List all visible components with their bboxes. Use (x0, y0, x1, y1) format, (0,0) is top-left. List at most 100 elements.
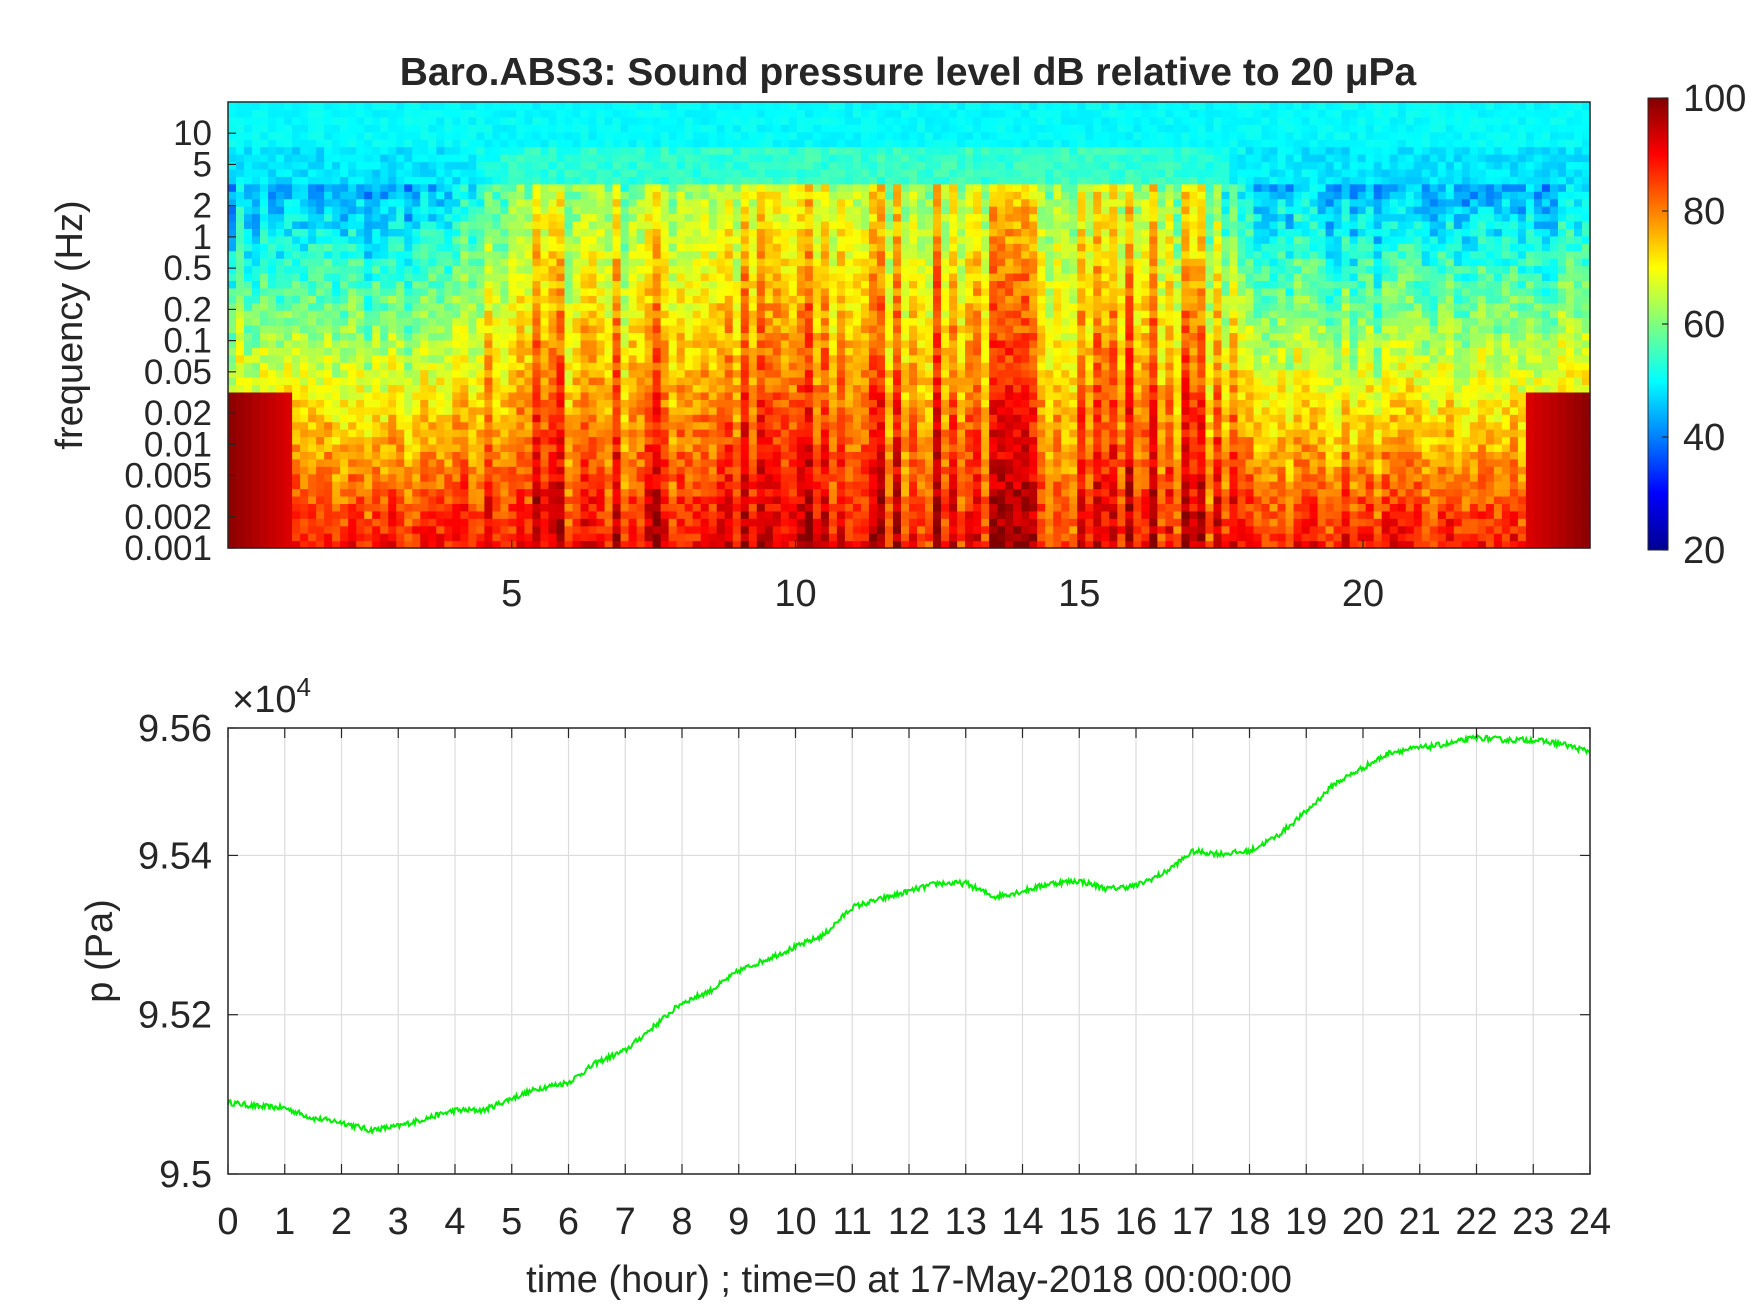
spectrogram-cell (636, 243, 646, 252)
spectrogram-cell (268, 272, 277, 281)
spectrogram-cell (420, 154, 429, 163)
spectrogram-cell (852, 466, 862, 475)
spectrogram-cell (300, 406, 309, 415)
spectrogram-cell (476, 272, 485, 281)
spectrogram-cell (564, 191, 574, 200)
spectrogram-cell (412, 176, 421, 185)
spectrogram-cell (508, 258, 518, 267)
spectrogram-cell (484, 332, 493, 341)
spectrogram-cell (236, 540, 245, 549)
spectrogram-cell (564, 347, 574, 356)
spectrogram-cell (436, 183, 445, 192)
spectrogram-cell (500, 399, 510, 408)
spectrogram-cell (844, 503, 854, 512)
spectrogram-cell (236, 436, 245, 445)
spectrogram-cell (612, 369, 622, 378)
spectrogram-cell (524, 354, 534, 363)
spectrogram-cell (316, 295, 325, 304)
spectrogram-cell (244, 168, 253, 177)
spectrogram-cell (540, 399, 550, 408)
spectrogram-cell (348, 168, 357, 177)
spectrogram-cell (732, 473, 742, 482)
spectrogram-cell (284, 458, 293, 467)
spectrogram-cell (548, 228, 558, 237)
spectrogram-cell (244, 414, 253, 423)
spectrogram-cell (372, 377, 381, 386)
spectrogram-cell (684, 436, 694, 445)
spectrogram-cell (652, 391, 662, 400)
spectrogram-cell (548, 146, 558, 155)
spectrogram-cell (716, 206, 726, 215)
spectrogram-cell (556, 295, 566, 304)
spectrogram-cell (732, 488, 742, 497)
spectrogram-cell (772, 198, 782, 207)
spectrogram-cell (748, 451, 758, 460)
spectrogram-cell (316, 503, 325, 512)
spectrogram-cell (876, 124, 886, 133)
spectrogram-cell (628, 243, 638, 252)
spectrogram-cell (540, 414, 550, 423)
spectrogram-cell (260, 391, 269, 400)
spectrogram-cell (332, 339, 341, 348)
spectrogram-cell (708, 466, 718, 475)
spectrogram-cell (548, 377, 558, 386)
spectrogram-cell (588, 109, 598, 118)
spectrogram-cell (444, 369, 453, 378)
spectrogram-cell (476, 146, 485, 155)
spectrogram-cell (532, 540, 542, 549)
spectrogram-cell (684, 146, 694, 155)
spectrogram-cell (420, 317, 429, 326)
spectrogram-cell (228, 429, 237, 438)
spectrogram-cell (620, 518, 630, 527)
spectrogram-cell (628, 458, 638, 467)
spectrogram-cell (228, 250, 237, 259)
spectrogram-cell (796, 399, 806, 408)
spectrogram-cell (388, 213, 397, 222)
spectrogram-cell (868, 250, 878, 259)
spectrogram-cell (812, 481, 822, 490)
spectrogram-cell (644, 131, 654, 140)
spectrogram-cell (796, 146, 806, 155)
spectrogram-cell (844, 369, 854, 378)
spectrogram-cell (284, 161, 293, 170)
spectrogram-cell (532, 287, 542, 296)
spectrogram-cell (572, 391, 582, 400)
spectrogram-cell (724, 154, 734, 163)
spectrogram-cell (316, 310, 325, 319)
spectrogram-cell (636, 510, 646, 519)
spectrogram-cell (260, 213, 269, 222)
spectrogram-cell (300, 347, 309, 356)
spectrogram-cell (612, 258, 622, 267)
spectrogram-cell (588, 429, 598, 438)
spectrogram-cell (396, 362, 405, 371)
spectrogram-cell (892, 525, 902, 534)
spectrogram-cell (876, 443, 886, 452)
spectrogram-cell (292, 280, 301, 289)
spectrogram-cell (420, 540, 429, 549)
spectrogram-cell (660, 436, 670, 445)
spectrogram-cell (340, 228, 349, 237)
spectrogram-cell (508, 481, 518, 490)
spectrogram-cell (652, 272, 662, 281)
spectrogram-cell (604, 295, 614, 304)
spectrogram-cell (876, 102, 886, 111)
spectrogram-cell (588, 414, 598, 423)
spectrogram-cell (764, 339, 774, 348)
spectrogram-cell (868, 347, 878, 356)
spectrogram-cell (508, 332, 518, 341)
spectrogram-cell (692, 154, 702, 163)
spectrogram-cell (596, 525, 606, 534)
spectrogram-cell (388, 414, 397, 423)
spectrogram-cell (348, 139, 357, 148)
spectrogram-cell (660, 161, 670, 170)
spectrogram-cell (332, 154, 341, 163)
spectrogram-cell (860, 325, 870, 334)
spectrogram-cell (324, 258, 333, 267)
spectrogram-cell (828, 109, 838, 118)
spectrogram-cell (748, 220, 758, 229)
spectrogram-cell (340, 369, 349, 378)
spectrogram-cell (868, 310, 878, 319)
spectrogram-cell (292, 243, 301, 252)
spectrogram-cell (444, 124, 453, 133)
spectrogram-cell (636, 429, 646, 438)
